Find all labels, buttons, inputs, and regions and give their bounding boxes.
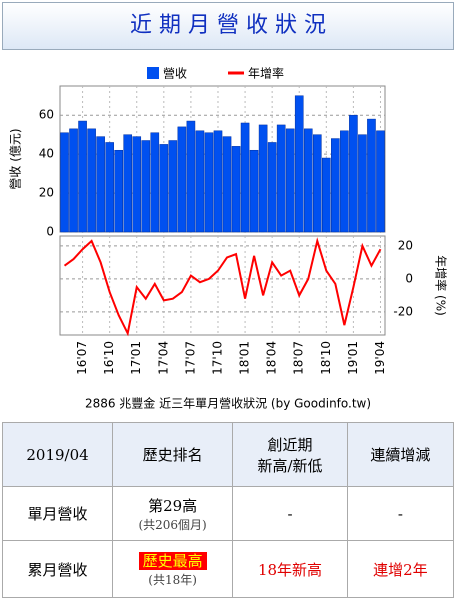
bar (159, 144, 169, 233)
y-axis-label: 營收 (億元) (9, 128, 23, 189)
header-cell: 2019/04 (1, 422, 114, 487)
title: 近 期 月 營 收 狀 況 (2, 2, 454, 50)
x-tick-label: 18'01 (238, 341, 252, 375)
x-tick-label: 19'04 (373, 341, 387, 375)
y2-axis-label: 年增率 (%) (434, 255, 449, 316)
bar (60, 132, 69, 233)
y-tick-label: 20 (39, 186, 54, 200)
bar (340, 130, 349, 233)
bar (231, 146, 241, 233)
y2-tick-label: -20 (393, 304, 413, 318)
cell: - (346, 486, 455, 541)
bar (258, 124, 268, 233)
bar (358, 134, 367, 233)
table: 2019/04 歷史排名 創近期 新高/新低 連續增減 單月營收 第29高 (共206個月… (1, 422, 455, 598)
cell: 連增2年 (346, 540, 455, 598)
bar (141, 140, 151, 233)
rank: 第29高 (148, 496, 198, 515)
y-tick-label: 40 (39, 147, 54, 161)
header-cell: 創近期 新高/新低 (232, 422, 348, 487)
bar (69, 128, 78, 233)
header-cell: 歷史排名 (112, 422, 234, 487)
bar (285, 128, 295, 233)
legend-label: 營收 (163, 67, 187, 81)
bar (132, 136, 142, 233)
bar (322, 157, 331, 233)
bar (276, 124, 286, 233)
y2-tick-label: 0 (405, 271, 413, 285)
header-cell: 連續增減 (346, 422, 455, 487)
line (63, 237, 382, 337)
bar (204, 132, 214, 233)
plot-area (59, 235, 386, 336)
bar (96, 136, 105, 233)
note: (共206個月) (138, 517, 207, 532)
note: (共18年) (148, 573, 197, 587)
cell: 18年新高 (232, 540, 348, 598)
bar (294, 95, 304, 233)
x-tick-label: 17'01 (129, 341, 143, 375)
cell: 歷史最高 (共18年) (112, 540, 234, 598)
x-tick-label: 18'04 (265, 341, 279, 375)
x-tick-label: 18'07 (292, 341, 306, 375)
bar (186, 120, 196, 233)
bar (267, 142, 277, 233)
x-tick-label: 17'07 (183, 341, 197, 375)
y-tick-label: 60 (39, 108, 54, 122)
bar (78, 120, 87, 233)
x-tick-label: 16'07 (75, 341, 89, 375)
bar (303, 128, 313, 233)
x-tick-label: 19'01 (346, 341, 360, 375)
bar (222, 136, 232, 233)
cell: - (232, 486, 348, 541)
bar (312, 134, 322, 233)
x-tick-label: 16'10 (102, 341, 116, 375)
plot-area (59, 85, 386, 233)
bar (367, 118, 376, 233)
bar (123, 134, 133, 233)
legend-label: 年增率 (248, 66, 284, 81)
bar (177, 126, 187, 233)
y2-tick-label: 20 (398, 238, 413, 252)
bar (105, 142, 114, 233)
bar (240, 122, 250, 233)
bar (168, 140, 178, 233)
bar (87, 128, 96, 233)
row-label: 單月營收 (1, 486, 114, 541)
y-tick-label: 0 (46, 225, 54, 239)
bar (331, 138, 340, 233)
rank: 歷史最高 (138, 552, 207, 570)
x-tick-label: 17'10 (210, 341, 224, 375)
x-tick-label: 18'10 (319, 341, 333, 375)
bar (195, 130, 205, 233)
bar (249, 149, 259, 233)
x-tick-label: 17'04 (156, 341, 170, 375)
row-label: 累月營收 (1, 540, 114, 598)
bar (213, 130, 223, 233)
legend-swatch (147, 67, 159, 79)
bar (150, 132, 160, 233)
cell: 第29高 (共206個月) (112, 486, 234, 541)
bar (376, 130, 385, 233)
bar (349, 114, 358, 233)
caption: 2886 兆豐金 近三年單月營收狀況 (by Goodinfo.tw) (85, 396, 371, 411)
bar (114, 149, 123, 233)
chart: 0 20 40 60 -20 0 20 16'07 16'10 17'01 17'04 17'07 17… (9, 66, 449, 411)
